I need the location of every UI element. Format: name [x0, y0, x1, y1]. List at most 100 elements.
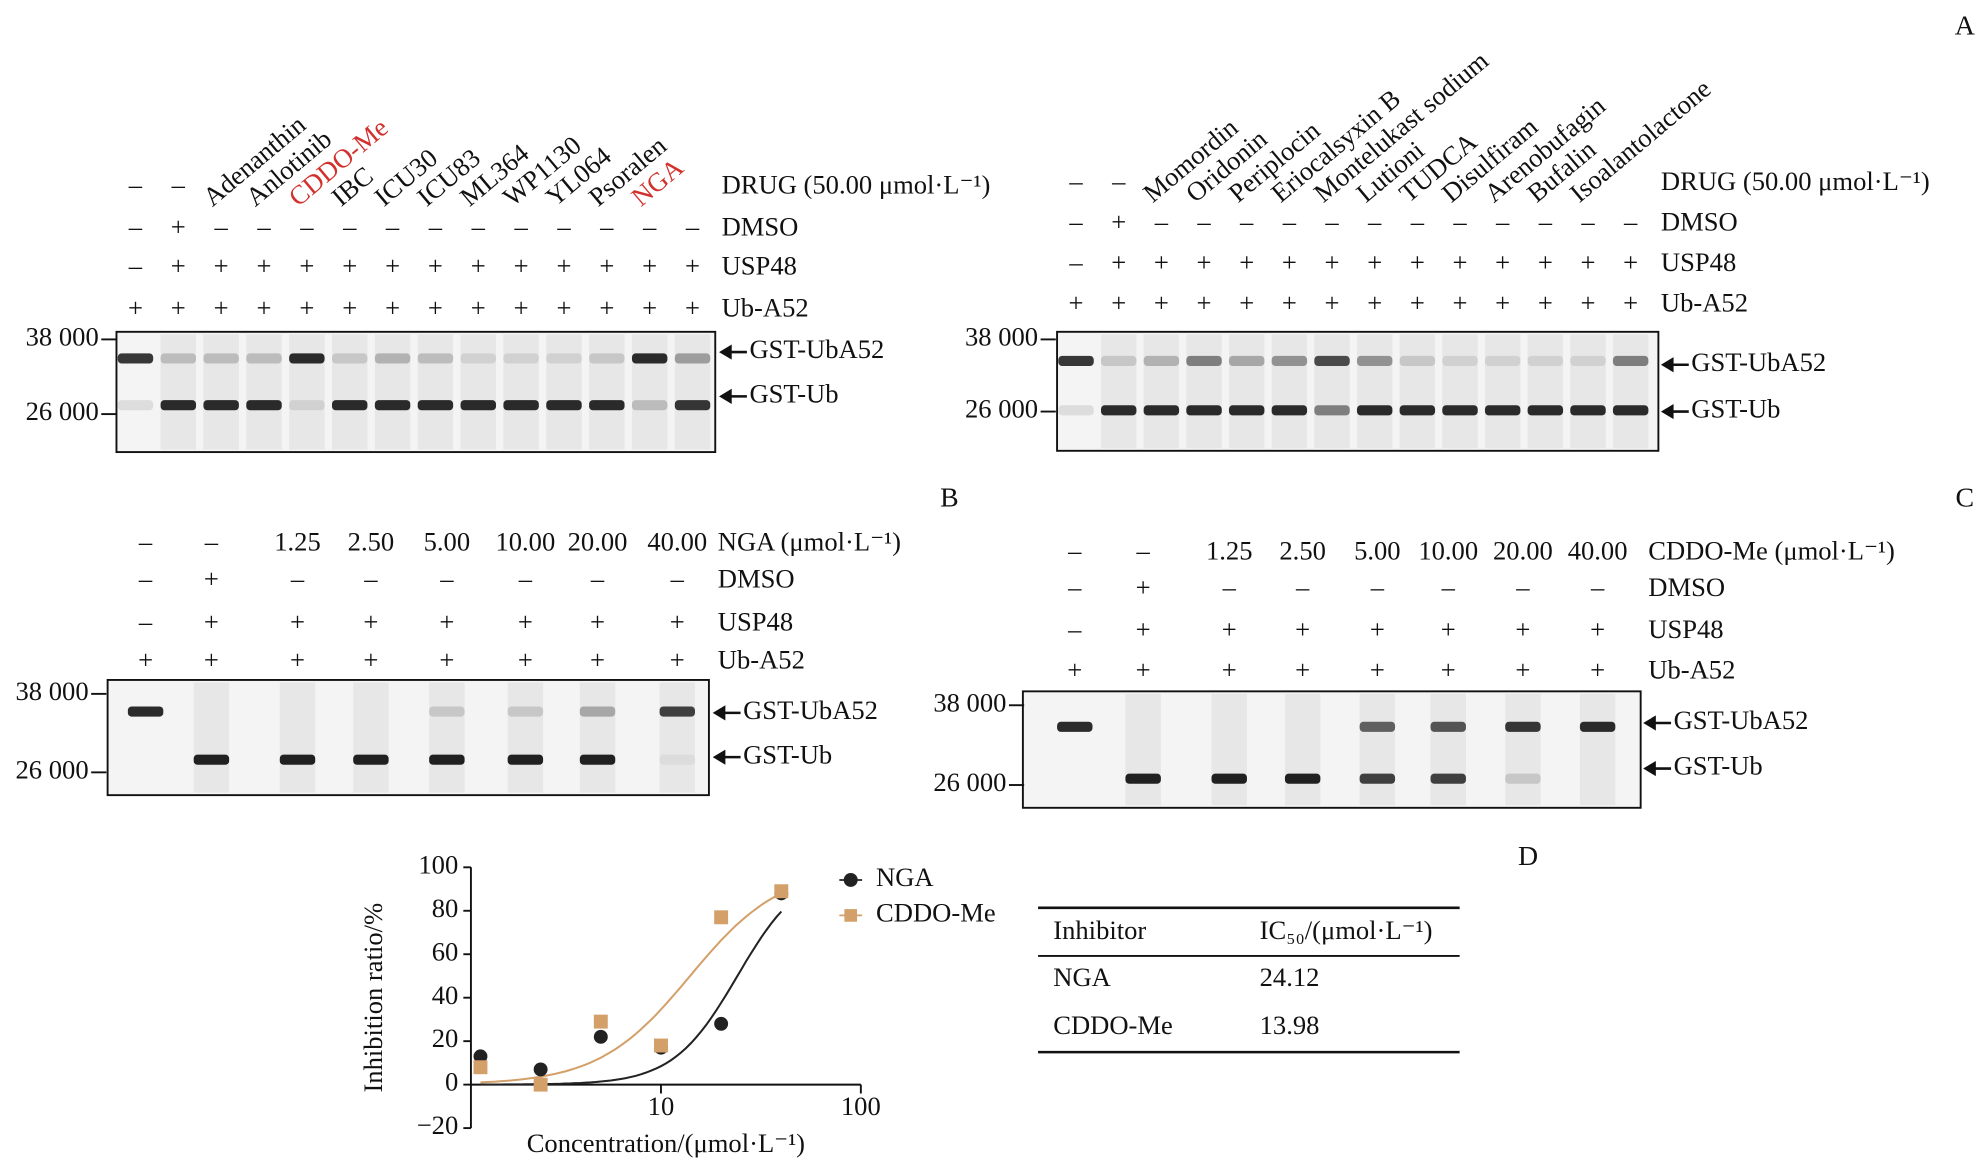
lane-sign: – — [1282, 206, 1297, 236]
row-label: DMSO — [1648, 572, 1725, 602]
lane-sign: + — [1453, 247, 1468, 277]
band — [1228, 405, 1265, 416]
mw-label: 38 000 — [933, 687, 1006, 717]
lane-sign: – — [1495, 206, 1510, 236]
lane-sign: – — [1068, 206, 1083, 236]
lane-sign: + — [299, 292, 314, 322]
band — [1399, 405, 1436, 416]
lane-smear — [1271, 334, 1308, 449]
arrow-head — [1660, 403, 1674, 420]
lane-smear — [1399, 334, 1436, 449]
lane-head: – — [171, 170, 186, 200]
point — [654, 1038, 668, 1053]
lane-sign: + — [428, 292, 443, 322]
lane-sign: – — [1067, 572, 1082, 602]
lane-sign: + — [1410, 287, 1425, 317]
lane-sign: + — [471, 292, 486, 322]
lane-sign: + — [1239, 287, 1254, 317]
band-label: GST-Ub — [749, 378, 838, 408]
lane-sign: + — [556, 251, 571, 281]
lane-sign: – — [1367, 206, 1382, 236]
band-label: GST-UbA52 — [743, 695, 878, 725]
lane-smear — [331, 334, 368, 450]
band — [1442, 355, 1478, 366]
arrow-head — [719, 344, 732, 360]
arrow-head — [1643, 715, 1656, 731]
lane-sign: + — [214, 292, 229, 322]
lane-sign: + — [1590, 614, 1605, 644]
band — [1527, 355, 1564, 366]
lane-sign: + — [385, 251, 400, 281]
lane-smear — [589, 334, 625, 450]
lane-sign: – — [642, 211, 657, 241]
lane-sign: – — [1295, 572, 1310, 602]
lane-smear — [631, 334, 668, 450]
lane-sign: + — [1282, 287, 1297, 317]
lane-sign: + — [1623, 287, 1638, 317]
band-label: GST-UbA52 — [1691, 347, 1826, 377]
lane-smear — [1505, 693, 1541, 806]
lane-smear — [279, 682, 316, 793]
band — [1359, 773, 1396, 784]
row-label: Ub-A52 — [1648, 654, 1735, 684]
lane-sign: + — [1590, 654, 1605, 684]
lane-sign: + — [1515, 654, 1530, 684]
band — [589, 400, 625, 411]
lane-sign: + — [385, 292, 400, 322]
band — [160, 400, 197, 411]
lane-sign: + — [290, 606, 305, 636]
row-label: USP48 — [1648, 614, 1723, 644]
band-label: GST-UbA52 — [1674, 705, 1809, 735]
lane-smear — [1211, 693, 1247, 806]
lane-sign: + — [1222, 654, 1237, 684]
band-label: GST-UbA52 — [749, 334, 884, 364]
lane-sign: – — [1441, 572, 1456, 602]
panel-label: A — [1955, 10, 1975, 41]
lane-sign: + — [428, 251, 443, 281]
lane-sign: + — [590, 606, 605, 636]
lane-sign: + — [1441, 654, 1456, 684]
lane-sign: + — [1222, 614, 1237, 644]
lane-sign: + — [1441, 614, 1456, 644]
lane-head: 10.00 — [495, 527, 555, 557]
band — [1186, 405, 1222, 416]
lane-sign: + — [1111, 247, 1126, 277]
band-label: GST-Ub — [1674, 751, 1763, 781]
lane-sign: – — [685, 211, 700, 241]
band — [503, 353, 539, 364]
lane-sign: + — [363, 606, 378, 636]
lane-sign: – — [1154, 206, 1169, 236]
band — [546, 353, 582, 364]
lane-sign: – — [1623, 206, 1638, 236]
lane-sign: – — [599, 211, 614, 241]
lane-head: 2.50 — [348, 527, 395, 557]
lane-head: – — [1068, 166, 1083, 196]
lane-smear — [1143, 334, 1180, 449]
lane-sign: – — [590, 563, 605, 593]
band — [289, 353, 325, 364]
lane-sign: + — [590, 644, 605, 674]
band — [1228, 355, 1265, 366]
band — [1356, 405, 1393, 416]
band — [1271, 355, 1308, 366]
band — [674, 353, 711, 364]
band — [279, 754, 316, 765]
lane-sign: – — [385, 211, 400, 241]
band-label: GST-Ub — [743, 739, 832, 769]
lane-sign: + — [128, 292, 143, 322]
lane-smear — [1484, 334, 1521, 449]
row-label: Ub-A52 — [1661, 287, 1748, 317]
lane-head: – — [204, 527, 219, 557]
row-label: Ub-A52 — [718, 644, 805, 674]
lane-sign: + — [599, 292, 614, 322]
lane-smear — [460, 334, 496, 450]
band — [1211, 773, 1247, 784]
row-label: USP48 — [1661, 247, 1736, 277]
lane-sign: + — [1136, 614, 1151, 644]
band — [546, 400, 582, 411]
band — [1057, 721, 1093, 732]
lane-head: – — [1111, 166, 1126, 196]
lane-smear — [1356, 334, 1393, 449]
lane-sign: + — [1370, 654, 1385, 684]
